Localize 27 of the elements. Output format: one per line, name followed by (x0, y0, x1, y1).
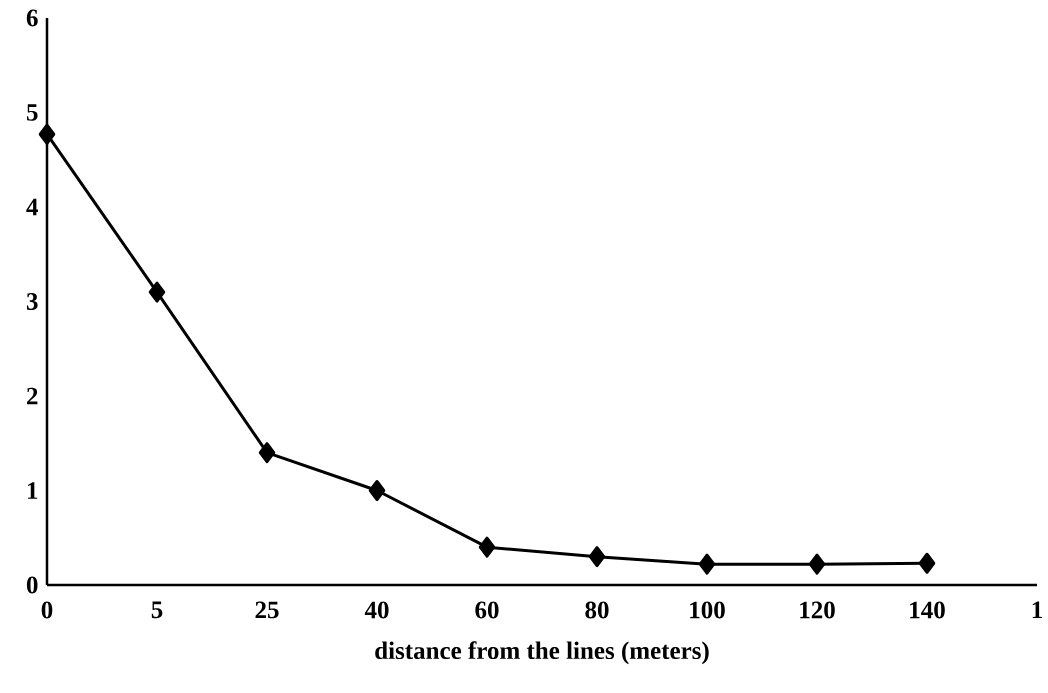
point (918, 552, 936, 574)
point (368, 480, 386, 501)
point (698, 553, 716, 575)
y-tick-label: 4 (26, 198, 38, 216)
y-tick-label: 2 (27, 387, 38, 405)
x-tick-label: 1 (1032, 601, 1042, 619)
x-tick-label: 80 (585, 601, 609, 619)
point (258, 442, 276, 464)
point (148, 281, 166, 303)
y-tick-label: 6 (26, 9, 38, 27)
point (38, 123, 56, 145)
x-tick-label: 5 (151, 601, 163, 619)
x-tick-label: 120 (800, 601, 835, 619)
y-tick-label: 3 (26, 293, 38, 310)
point (478, 536, 496, 558)
y-tick-label: 5 (26, 104, 38, 121)
x-tick-label: 40 (364, 601, 389, 619)
x-tick-label: 25 (255, 601, 279, 619)
x-tick-label: 0 (41, 601, 53, 619)
x-tick-label: 60 (475, 601, 499, 619)
point (588, 546, 606, 568)
x-tick-label: 100 (690, 601, 725, 619)
point (808, 553, 826, 575)
y-tick-label: 0 (26, 576, 38, 594)
x-tick-label: 140 (910, 601, 945, 619)
y-tick-label: 1 (27, 482, 38, 499)
x-axis-title: distance from the lines (meters) (375, 641, 709, 665)
